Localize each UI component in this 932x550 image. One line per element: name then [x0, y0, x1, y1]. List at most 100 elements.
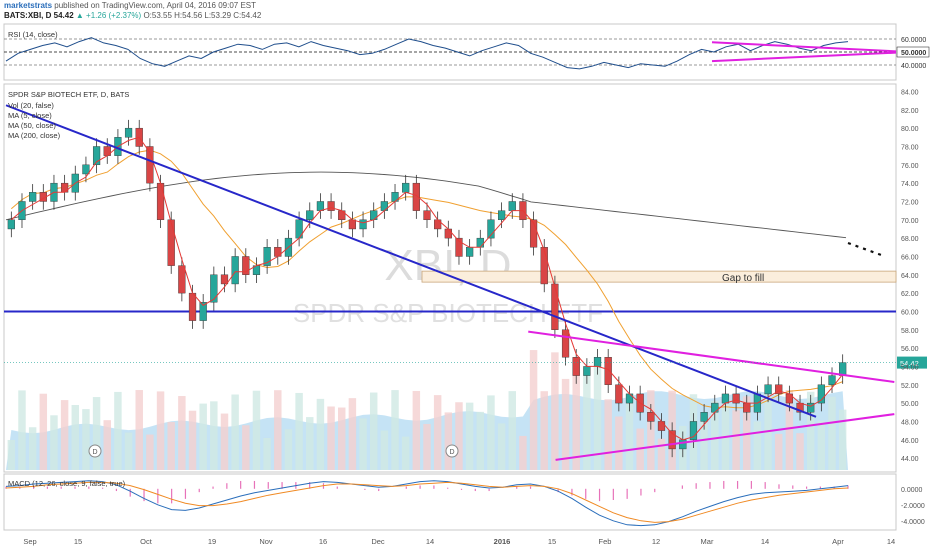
candle-body	[188, 292, 197, 321]
candle-body	[583, 366, 591, 376]
change-text: ▲ +1.26 (+2.37%)	[75, 11, 142, 20]
volume-bar	[455, 402, 463, 470]
volume-bar	[838, 409, 847, 470]
ohlc-text: O:53.55 H:54.56 L:53.29 C:54.42	[143, 11, 262, 20]
x-tick-label: 15	[548, 537, 556, 546]
publisher-name[interactable]: marketstrats	[4, 1, 53, 10]
ma5-line	[10, 136, 844, 441]
rsi-tick-label: 40.0000	[901, 63, 926, 70]
price-tick-label: 44.00	[901, 456, 919, 463]
volume-bar	[572, 357, 580, 470]
candle-body	[455, 237, 463, 257]
rsi-panel	[4, 37, 897, 70]
volume-bar	[92, 397, 101, 470]
candle-body	[370, 210, 378, 221]
volume-bar	[156, 391, 165, 470]
volume-bar	[369, 392, 378, 470]
candle-body	[487, 219, 495, 239]
volume-bar	[391, 390, 399, 470]
x-tick-label: Apr	[832, 537, 844, 546]
price-tick-label: 70.00	[901, 218, 919, 225]
rsi-label: RSI (14, close)	[8, 30, 58, 39]
watermark-symbol: XBI, D	[384, 241, 511, 290]
candle-body	[167, 219, 175, 266]
candle-body	[466, 247, 474, 257]
candle-body	[338, 210, 346, 221]
volume-bar	[401, 436, 410, 470]
volume-bar	[274, 390, 282, 470]
dividend-marker	[445, 444, 459, 458]
volume-bar	[252, 390, 261, 470]
candle-body	[732, 393, 740, 404]
candle-body	[242, 256, 250, 275]
candle-body	[668, 430, 676, 450]
candle-body	[497, 210, 506, 221]
gap-zone	[421, 270, 897, 283]
volume-bar	[711, 400, 719, 470]
publish-line: marketstrats published on TradingView.co…	[4, 1, 256, 10]
candle-body	[540, 247, 548, 285]
volume-bar	[124, 432, 133, 470]
ma200-projection	[847, 241, 885, 258]
price-panel: XBI, D SPDR S&P BIOTECH ETF 54.42D D	[4, 104, 927, 470]
price-tick-label: 74.00	[901, 181, 919, 188]
x-tick-label: Feb	[599, 537, 612, 546]
candle-body	[444, 228, 452, 239]
gap-label: Gap to fill	[722, 273, 764, 284]
volume-bar	[508, 391, 516, 470]
price-tick-label: 68.00	[901, 236, 919, 243]
x-tick-label: Mar	[701, 537, 714, 546]
volume-bar	[263, 437, 271, 470]
volume-bar	[465, 402, 474, 470]
price-tick-label: 52.00	[901, 383, 919, 390]
candle-body	[178, 265, 186, 294]
x-tick-label: Nov	[259, 537, 273, 546]
candle-body	[828, 375, 836, 385]
volume-bar	[284, 429, 293, 470]
volume-bar	[433, 395, 442, 470]
price-tick-label: 48.00	[901, 419, 919, 426]
price-tick-label: 82.00	[901, 108, 919, 115]
macd-panel-frame	[3, 473, 897, 531]
candle-body	[817, 384, 825, 404]
volume-bar	[732, 410, 740, 470]
symbol-line: BATS:XBI, D 54.42 ▲ +1.26 (+2.37%) O:53.…	[4, 11, 261, 20]
price-tick-label: 60.00	[901, 309, 919, 316]
price-tick-label: 78.00	[901, 144, 919, 151]
volume-bar	[625, 393, 634, 470]
candle-body	[306, 210, 314, 221]
candle-body	[391, 192, 399, 202]
rsi-last-badge	[896, 46, 930, 58]
volume-bar	[359, 418, 367, 470]
volume-bar	[828, 396, 836, 470]
candle-body	[124, 127, 133, 138]
x-tick-label: 14	[761, 537, 769, 546]
candle-body	[210, 274, 218, 303]
x-tick-label: 14	[426, 537, 434, 546]
macd-signal-line	[5, 481, 849, 523]
candle-body	[348, 219, 357, 230]
candle-body	[700, 412, 708, 422]
candle-body	[476, 237, 484, 248]
volume-bar	[220, 413, 229, 470]
candle-body	[327, 201, 335, 211]
volume-bar	[444, 412, 453, 470]
volume-bar	[327, 406, 335, 470]
volume-bar	[796, 433, 804, 470]
dividend-marker-label: D	[449, 449, 454, 456]
candle-body	[775, 384, 783, 395]
candle-body	[561, 329, 570, 358]
macd-tick-label: 0.0000	[901, 487, 923, 494]
x-tick-label: 15	[74, 537, 82, 546]
last-price-text: 54.42	[53, 11, 74, 20]
legend-ma50: MA (50, close)	[8, 121, 56, 130]
volume-bar	[540, 391, 548, 470]
price-tick-label: 76.00	[901, 163, 919, 170]
volume-bar	[28, 427, 37, 470]
volume-bar	[497, 423, 506, 470]
candle-body	[231, 256, 239, 285]
triangle-lower-line	[555, 413, 895, 461]
candle-body	[263, 247, 271, 266]
volume-bar	[71, 405, 80, 470]
